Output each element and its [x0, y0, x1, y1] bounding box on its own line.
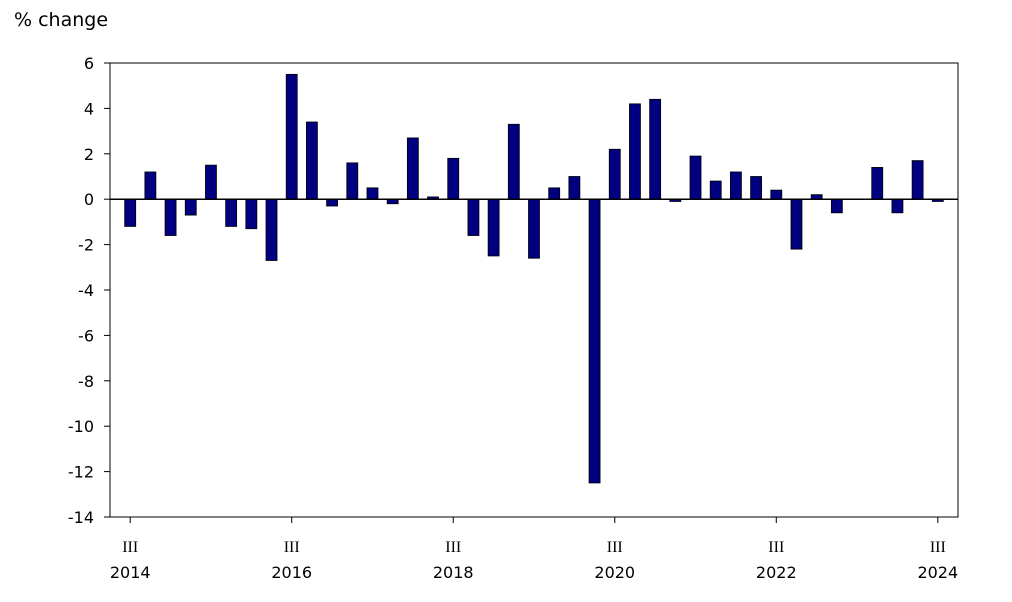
- y-tick-label: 6: [84, 54, 94, 73]
- bar: [447, 157, 460, 200]
- bar: [750, 176, 762, 200]
- y-tick-label: -10: [68, 417, 94, 436]
- bar: [548, 187, 561, 200]
- bar: [406, 137, 419, 200]
- y-tick-label: -8: [78, 372, 94, 391]
- bar: [265, 198, 278, 261]
- bar: [306, 121, 318, 200]
- x-tick-label: III: [768, 539, 784, 556]
- bar: [366, 187, 379, 200]
- x-tick-label: III: [445, 539, 461, 556]
- y-tick-label: -2: [78, 236, 94, 255]
- bar: [164, 198, 177, 236]
- bar: [467, 198, 480, 236]
- y-tick-label: 0: [84, 190, 94, 209]
- bar: [205, 164, 217, 200]
- bar: [346, 162, 359, 200]
- bar: [689, 155, 702, 200]
- bar: [911, 160, 924, 200]
- bar: [144, 171, 157, 200]
- bar: [225, 198, 238, 227]
- bar: [326, 198, 338, 207]
- y-tick-label: -6: [78, 326, 94, 345]
- y-tick-label: -4: [78, 281, 94, 300]
- bar: [507, 123, 520, 200]
- bar: [790, 198, 803, 250]
- bar: [245, 198, 258, 230]
- bar: [285, 73, 298, 200]
- x-tick-label: III: [930, 539, 946, 556]
- bar: [891, 198, 904, 214]
- bar: [649, 98, 662, 200]
- bar: [487, 198, 500, 257]
- x-tick-label: 2014: [110, 563, 151, 582]
- x-tick-label: 2024: [917, 563, 958, 582]
- bar: [528, 198, 540, 259]
- y-tick-label: 2: [84, 145, 94, 164]
- plot-frame: [109, 62, 959, 518]
- bar: [629, 103, 641, 200]
- bar: [709, 180, 722, 200]
- bar: [124, 198, 137, 227]
- x-tick-label: III: [122, 539, 138, 556]
- bar: [770, 189, 783, 200]
- x-tick-label: 2022: [756, 563, 797, 582]
- y-axis-title: % change: [14, 9, 108, 31]
- bar: [568, 176, 581, 200]
- bar: [830, 198, 843, 214]
- bar: [608, 148, 621, 200]
- y-tick-label: 4: [84, 99, 94, 118]
- bar: [730, 171, 742, 200]
- bar: [184, 198, 197, 216]
- x-tick-label: III: [284, 539, 300, 556]
- bar: [588, 198, 601, 484]
- x-tick-label: 2020: [594, 563, 635, 582]
- y-tick-label: -12: [68, 463, 94, 482]
- x-tick-label: 2016: [271, 563, 312, 582]
- bar: [871, 167, 884, 200]
- x-tick-label: III: [607, 539, 623, 556]
- y-tick-label: -14: [68, 508, 94, 527]
- x-tick-label: 2018: [433, 563, 474, 582]
